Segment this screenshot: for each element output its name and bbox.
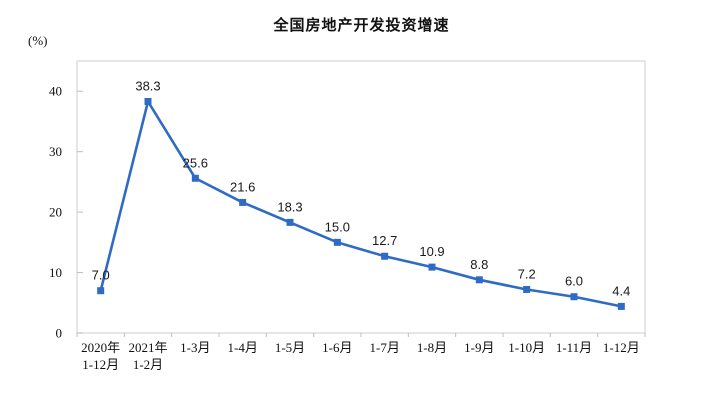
x-axis-category-label: 1-7月 [369,340,399,355]
x-axis-category-label: 1-3月 [180,340,210,355]
x-axis-category-label: 1-12月 [82,357,119,372]
data-point-marker [286,218,294,226]
data-point-marker [570,293,578,301]
y-axis-unit-label: (%) [28,33,48,48]
x-axis-category-label: 1-9月 [464,340,494,355]
data-point-marker [523,285,531,293]
plot-area-border [76,60,646,334]
data-point-label: 8.8 [470,257,488,272]
data-point-marker [333,238,341,246]
data-point-label: 18.3 [277,199,302,214]
data-point-marker [191,174,199,182]
data-point-label: 38.3 [135,78,160,93]
x-axis-category-label: 1-6月 [322,340,352,355]
data-point-marker [239,198,247,206]
y-axis-tick-label: 20 [49,205,62,220]
x-axis-category-label: 1-11月 [556,340,592,355]
data-point-marker [617,302,625,310]
x-axis-category-label: 1-5月 [275,340,305,355]
y-axis-tick-label: 0 [56,326,63,341]
data-point-marker [475,276,483,284]
x-axis-category-label: 1-12月 [603,340,640,355]
investment-growth-line [99,100,623,308]
data-point-marker [381,252,389,260]
data-point-label: 10.9 [419,244,444,259]
data-point-marker [97,287,105,295]
data-point-label: 7.2 [518,266,536,281]
data-point-label: 15.0 [325,219,350,234]
data-point-label: 25.6 [183,155,208,170]
data-point-label: 6.0 [565,274,583,289]
data-point-label: 21.6 [230,179,255,194]
x-axis-category-label: 1-10月 [508,340,545,355]
y-axis-tick-label: 30 [49,144,62,159]
data-point-marker [428,263,436,271]
chart-title: 全国房地产开发投资增速 [273,17,450,34]
x-axis-category-label: 1-4月 [227,340,257,355]
data-point-label: 7.0 [92,268,110,283]
x-axis-category-label: 2021年 [128,340,167,355]
data-point-marker [144,97,152,105]
x-axis-category-label: 1-2月 [133,357,163,372]
data-point-label: 4.4 [612,283,630,298]
data-point-label: 12.7 [372,233,397,248]
x-axis-category-label: 2020年 [81,340,120,355]
x-axis-category-label: 1-8月 [417,340,447,355]
y-axis-tick-label: 10 [49,265,62,280]
y-axis-tick-label: 40 [49,84,62,99]
